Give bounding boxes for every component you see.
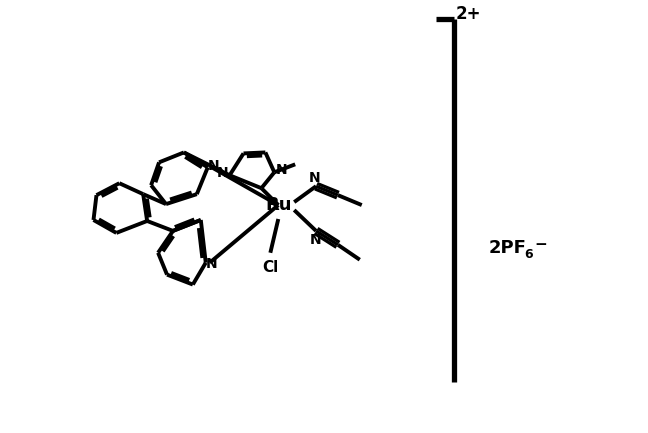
Text: N: N bbox=[310, 233, 322, 247]
Text: 2PF: 2PF bbox=[489, 239, 527, 257]
Text: N: N bbox=[275, 163, 287, 177]
Text: N: N bbox=[217, 166, 229, 180]
Text: N: N bbox=[208, 159, 220, 173]
Text: Ru: Ru bbox=[265, 196, 292, 214]
Text: N: N bbox=[308, 171, 320, 185]
Text: Cl: Cl bbox=[262, 260, 279, 275]
Text: 2+: 2+ bbox=[456, 5, 481, 23]
Text: 6: 6 bbox=[525, 248, 533, 261]
Text: −: − bbox=[535, 237, 548, 252]
Text: N: N bbox=[206, 257, 218, 271]
